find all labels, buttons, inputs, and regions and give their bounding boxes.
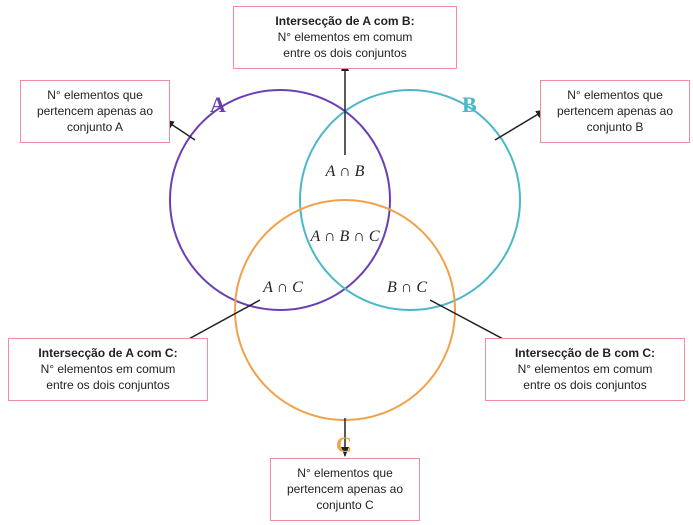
- region-abc: A ∩ B ∩ C: [310, 228, 379, 246]
- callout-line: N° elementos que: [567, 88, 663, 102]
- callout-a-only: N° elementos que pertencem apenas ao con…: [20, 80, 170, 143]
- region-bc: B ∩ C: [387, 279, 427, 297]
- callout-line: N° elementos em comum: [278, 30, 413, 44]
- callout-c-only: N° elementos que pertencem apenas ao con…: [270, 458, 420, 521]
- region-ac: A ∩ C: [263, 279, 303, 297]
- callout-line: entre os dois conjuntos: [523, 378, 646, 392]
- set-label-c: C: [336, 432, 352, 458]
- arrow-b-only: [495, 110, 545, 140]
- callout-line: N° elementos em comum: [518, 362, 653, 376]
- set-label-b: B: [462, 92, 477, 118]
- callout-line: N° elementos que: [297, 466, 393, 480]
- callout-ab-intersection: Intersecção de A com B: N° elementos em …: [233, 6, 457, 69]
- callout-title: Intersecção de A com C:: [38, 346, 177, 360]
- callout-line: conjunto A: [67, 120, 123, 134]
- callout-line: pertencem apenas ao: [557, 104, 673, 118]
- callout-line: pertencem apenas ao: [287, 482, 403, 496]
- callout-line: N° elementos em comum: [41, 362, 176, 376]
- callout-line: pertencem apenas ao: [37, 104, 153, 118]
- callout-line: entre os dois conjuntos: [46, 378, 169, 392]
- callout-line: entre os dois conjuntos: [283, 46, 406, 60]
- callout-title: Intersecção de A com B:: [275, 14, 414, 28]
- venn-diagram: A B C A ∩ B A ∩ B ∩ C A ∩ C B ∩ C N° ele…: [0, 0, 693, 525]
- callout-line: conjunto B: [587, 120, 644, 134]
- callout-b-only: N° elementos que pertencem apenas ao con…: [540, 80, 690, 143]
- callout-ac-intersection: Intersecção de A com C: N° elementos em …: [8, 338, 208, 401]
- set-label-a: A: [210, 92, 226, 118]
- region-ab: A ∩ B: [326, 163, 365, 181]
- callout-bc-intersection: Intersecção de B com C: N° elementos em …: [485, 338, 685, 401]
- callout-title: Intersecção de B com C:: [515, 346, 655, 360]
- callout-line: conjunto C: [316, 498, 373, 512]
- callout-line: N° elementos que: [47, 88, 143, 102]
